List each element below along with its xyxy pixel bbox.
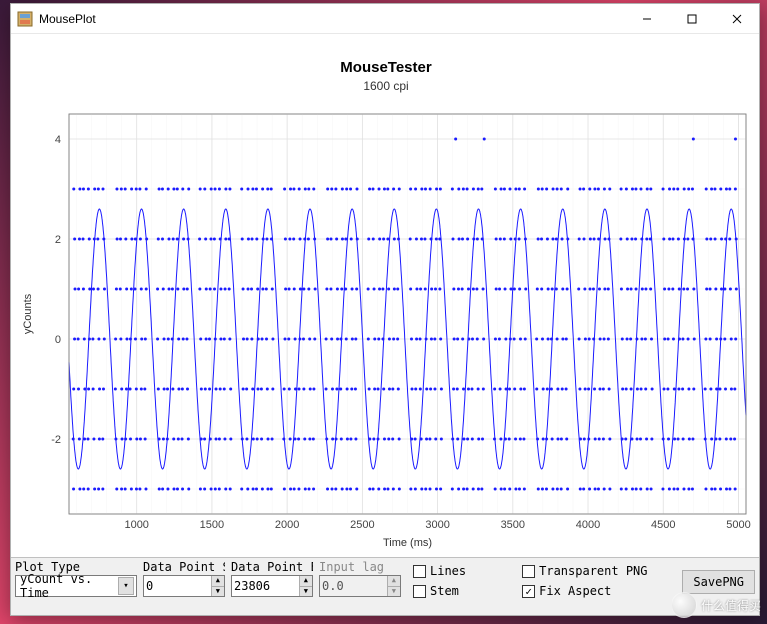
save-png-label: SavePNG [693,575,744,589]
data-point-start-input[interactable] [144,576,211,596]
svg-text:3000: 3000 [425,519,449,531]
checkbox-checked-icon: ✓ [522,585,535,598]
input-lag-group: Input lag ▲▼ [319,560,401,597]
svg-text:3500: 3500 [501,519,525,531]
transparent-png-checkbox[interactable]: Transparent PNG [522,564,647,578]
svg-text:2: 2 [55,234,61,246]
close-button[interactable] [714,4,759,34]
app-window: MousePlot 100015002000250030003500400045… [10,3,760,616]
chart-svg: 1000 1500 2000 2500 3000 3500 4000 4500 5000 -2 0 2… [11,34,761,557]
checkbox-icon [413,565,426,578]
data-point-start-group: Data Point Start ▲▼ [143,560,225,597]
data-point-start-spinner[interactable]: ▲▼ [143,575,225,597]
minimize-button[interactable] [624,4,669,34]
data-point-end-spinner[interactable]: ▲▼ [231,575,313,597]
lines-checkbox[interactable]: Lines [413,564,466,578]
svg-text:2000: 2000 [275,519,299,531]
data-point-end-group: Data Point End ▲▼ [231,560,313,597]
spin-down-icon: ▼ [387,586,400,597]
svg-text:-2: -2 [51,434,61,446]
spin-down-icon[interactable]: ▼ [299,586,312,597]
data-point-start-label: Data Point Start [143,560,225,574]
svg-text:2500: 2500 [350,519,374,531]
spin-up-icon[interactable]: ▲ [299,576,312,586]
svg-text:4500: 4500 [651,519,675,531]
stem-checkbox[interactable]: Stem [413,584,466,598]
plot-type-value: yCount vs. Time [18,572,118,600]
controls-panel: Plot Type yCount vs. Time ▾ Data Point S… [11,557,759,615]
lines-label: Lines [430,564,466,578]
maximize-button[interactable] [669,4,714,34]
svg-text:5000: 5000 [726,519,750,531]
checkbox-col-1: Lines Stem [413,560,466,598]
svg-text:1500: 1500 [200,519,224,531]
svg-text:0: 0 [55,334,61,346]
svg-text:1000: 1000 [124,519,148,531]
svg-text:4: 4 [55,134,61,146]
fix-aspect-label: Fix Aspect [539,584,611,598]
save-png-button[interactable]: SavePNG [682,570,755,594]
input-lag-spinner: ▲▼ [319,575,401,597]
input-lag-label: Input lag [319,560,401,574]
chart-area: 1000 1500 2000 2500 3000 3500 4000 4500 5000 -2 0 2… [11,34,759,557]
plot-type-group: Plot Type yCount vs. Time ▾ [15,560,137,597]
checkbox-icon [522,565,535,578]
spin-down-icon[interactable]: ▼ [211,586,224,597]
svg-text:yCounts: yCounts [22,293,34,334]
svg-text:Time (ms): Time (ms) [383,537,432,549]
svg-text:MouseTester: MouseTester [340,59,432,76]
data-point-end-label: Data Point End [231,560,313,574]
data-point-end-input[interactable] [232,576,299,596]
app-icon [17,11,33,27]
checkbox-col-2: Transparent PNG ✓ Fix Aspect [522,560,647,598]
plot-type-combo[interactable]: yCount vs. Time ▾ [15,575,137,597]
transparent-png-label: Transparent PNG [539,564,647,578]
stem-label: Stem [430,584,459,598]
svg-text:1600 cpi: 1600 cpi [363,79,408,93]
window-title: MousePlot [39,12,96,26]
fix-aspect-checkbox[interactable]: ✓ Fix Aspect [522,584,647,598]
chevron-down-icon: ▾ [118,577,134,595]
checkbox-icon [413,585,426,598]
titlebar: MousePlot [11,4,759,34]
input-lag-input [320,576,387,596]
spin-up-icon[interactable]: ▲ [211,576,224,586]
svg-text:4000: 4000 [576,519,600,531]
spin-up-icon: ▲ [387,576,400,586]
